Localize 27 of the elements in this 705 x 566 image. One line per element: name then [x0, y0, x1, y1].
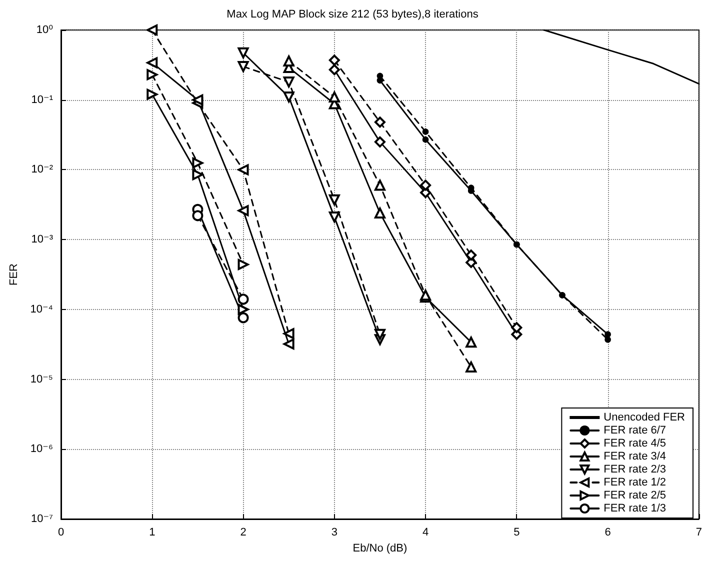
y-tick-label: 10⁻⁷ [30, 513, 54, 525]
y-tick-label: 10⁰ [36, 24, 54, 36]
legend-label: FER rate 3/4 [604, 450, 666, 462]
x-tick-label: 7 [696, 526, 702, 538]
legend-label: FER rate 1/3 [604, 502, 666, 514]
x-tick-label: 3 [331, 526, 338, 538]
chart-title: Max Log MAP Block size 212 (53 bytes),8 iterations [226, 8, 479, 20]
y-tick-label: 10⁻¹ [31, 94, 54, 106]
y-tick-label: 10⁻² [31, 164, 54, 176]
legend-label: FER rate 4/5 [604, 438, 666, 450]
legend-label: Unencoded FER [604, 412, 686, 424]
y-tick-label: 10⁻⁴ [30, 303, 54, 316]
x-tick-label: 1 [149, 526, 156, 538]
y-axis-title: FER [8, 263, 20, 286]
x-tick-label: 4 [422, 526, 429, 538]
x-tick-label: 0 [58, 526, 64, 538]
x-tick-label: 2 [240, 526, 246, 538]
legend-label: FER rate 2/3 [604, 464, 666, 476]
x-tick-label: 6 [604, 526, 611, 538]
x-axis-title: Eb/No (dB) [352, 542, 408, 554]
legend-label: FER rate 2/5 [604, 490, 666, 502]
y-tick-label: 10⁻⁶ [30, 443, 53, 456]
legend-label: FER rate 1/2 [604, 476, 666, 488]
y-tick-label: 10⁻⁵ [30, 373, 53, 386]
x-tick-label: 5 [514, 526, 520, 538]
legend-label: FER rate 6/7 [604, 424, 666, 436]
y-tick-label: 10⁻³ [31, 234, 54, 246]
